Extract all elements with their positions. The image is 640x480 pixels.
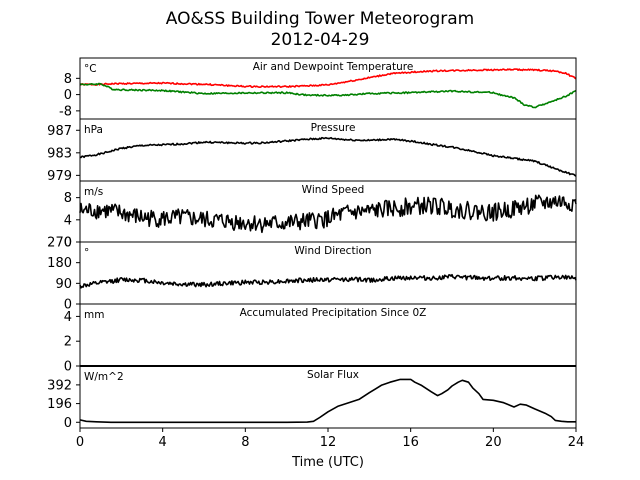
panel-unit: m/s (84, 186, 103, 198)
y-tick-label: 4 (64, 310, 72, 325)
series-line-1-1 (79, 68, 577, 88)
y-tick-label: 8 (64, 72, 72, 87)
panel-unit: hPa (84, 124, 103, 136)
panel-title: Wind Direction (294, 245, 371, 257)
x-axis-label: Time (UTC) (291, 455, 364, 470)
y-tick-label: 983 (47, 146, 72, 161)
y-tick-label: 0 (64, 236, 72, 251)
x-tick-label: 24 (568, 435, 585, 450)
x-tick-label: 4 (159, 435, 167, 450)
y-tick-label: 2 (64, 335, 72, 350)
panel-4: 0 90 180 270 Wind Direction ° (47, 236, 577, 313)
x-tick-label: 0 (76, 435, 84, 450)
y-tick-label: 4 (64, 213, 72, 228)
series-line-4-1 (79, 273, 577, 289)
panel-unit: °C (84, 63, 97, 75)
y-tick-label: -8 (59, 104, 72, 119)
y-tick-label: 0 (64, 416, 72, 431)
y-tick-label: 0 (64, 298, 72, 313)
panel-5: 0 2 4 Accumulated Precipitation Since 0Z mm (64, 303, 577, 375)
x-tick-label: 20 (485, 435, 502, 450)
y-tick-label: 392 (47, 378, 72, 393)
y-tick-label: 0 (64, 88, 72, 103)
x-tick-label: 12 (320, 435, 337, 450)
panel-1: -808 Air and Dewpoint Temperature °C (59, 57, 577, 120)
y-tick-label: 979 (47, 169, 72, 184)
panel-2: 979 983 987 Pressure hPa (47, 118, 577, 184)
series-line-2-1 (79, 136, 577, 177)
x-axis: 0 4 8 12 16 20 24 (76, 428, 584, 450)
series-line-3-1 (79, 194, 577, 234)
panel-unit: mm (84, 309, 104, 321)
panel-title: Pressure (311, 122, 356, 134)
panel-unit: W/m^2 (84, 371, 124, 383)
y-tick-label: 90 (55, 277, 72, 292)
panel-3: 0 4 8 Wind Speed m/s (64, 180, 577, 251)
panel-title: Wind Speed (302, 184, 365, 196)
x-tick-label: 16 (402, 435, 419, 450)
panel-6: 0 196 392 Solar Flux W/m^2 (47, 365, 577, 431)
series-line-6-1 (79, 378, 576, 424)
y-tick-label: 196 (47, 397, 72, 412)
series-line-1-2 (79, 82, 577, 109)
panel-title: Solar Flux (307, 369, 359, 381)
y-tick-label: 8 (64, 191, 72, 206)
y-tick-label: 180 (47, 256, 72, 271)
panel-title: Air and Dewpoint Temperature (253, 61, 414, 73)
figure-subtitle: 2012-04-29 (271, 30, 370, 50)
y-tick-label: 0 (64, 360, 72, 375)
y-tick-label: 270 (47, 236, 72, 251)
panel-title: Accumulated Precipitation Since 0Z (240, 307, 427, 319)
figure-title: AO&SS Building Tower Meteorogram (166, 9, 474, 29)
panel-unit: ° (84, 247, 89, 259)
x-tick-label: 8 (241, 435, 249, 450)
y-tick-label: 987 (47, 124, 72, 139)
